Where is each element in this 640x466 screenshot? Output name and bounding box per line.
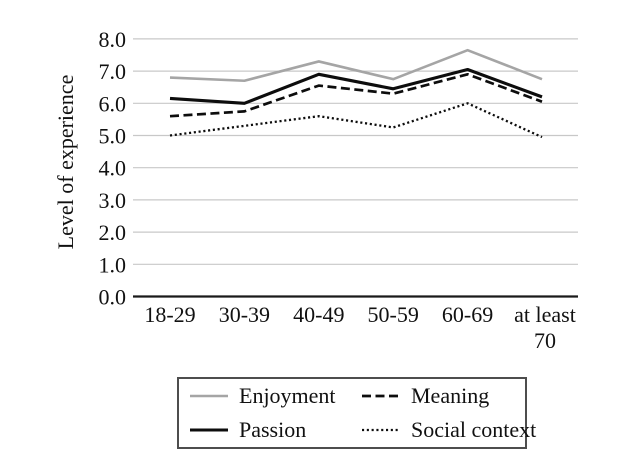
y-tick-label: 5.0 (99, 124, 127, 149)
y-tick-label: 2.0 (99, 220, 127, 245)
y-axis-title: Level of experience (53, 75, 78, 250)
legend-box: Enjoyment Meaning Passion Social context (177, 377, 536, 449)
y-tick-label: 1.0 (99, 252, 127, 277)
legend-item-enjoyment: Enjoyment (188, 385, 360, 407)
social-context-dotted-line-icon (360, 426, 402, 434)
x-tick-label: at least (514, 302, 576, 327)
legend-item-meaning: Meaning (360, 385, 536, 407)
line-chart-plot-area: 0.0 1.0 2.0 3.0 4.0 5.0 6.0 7.0 8.0 18-29 30-39 40-… (53, 27, 578, 353)
y-tick-label: 3.0 (99, 188, 127, 213)
y-tick-label: 4.0 (99, 156, 127, 181)
series-line-enjoyment (169, 48, 543, 83)
y-tick-label: 6.0 (99, 91, 127, 116)
legend-label-meaning: Meaning (411, 383, 490, 408)
y-tick-label: 7.0 (99, 59, 127, 84)
meaning-dashed-line-icon (360, 392, 402, 400)
enjoyment-line-icon (188, 392, 230, 400)
x-tick-label: 70 (534, 328, 556, 353)
legend-label-enjoyment: Enjoyment (239, 383, 336, 408)
x-tick-label: 18-29 (144, 302, 195, 327)
passion-line-icon (188, 426, 230, 434)
legend-label-passion: Passion (239, 417, 307, 442)
legend-label-social-context: Social context (411, 417, 537, 442)
series-line-social-context (169, 102, 543, 139)
series-line-passion (169, 67, 543, 105)
series-line-meaning (169, 72, 543, 118)
y-tick-label: 8.0 (99, 27, 127, 52)
legend-item-social-context: Social context (360, 419, 536, 441)
x-tick-label: 30-39 (219, 302, 270, 327)
y-tick-label: 0.0 (99, 285, 127, 310)
x-tick-label: 50-59 (368, 302, 419, 327)
legend-item-passion: Passion (188, 419, 360, 441)
x-tick-label: 40-49 (293, 302, 344, 327)
x-tick-label: 60-69 (442, 302, 493, 327)
